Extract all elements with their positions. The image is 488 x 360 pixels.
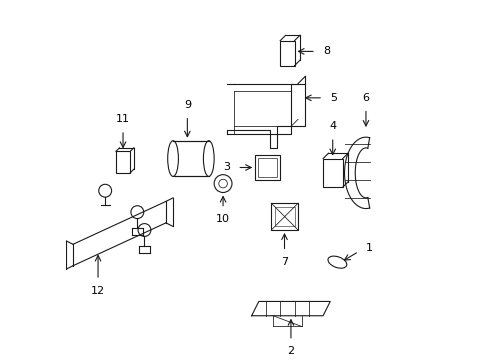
Ellipse shape <box>327 256 346 268</box>
Text: 2: 2 <box>287 346 294 356</box>
Text: 4: 4 <box>328 121 336 131</box>
Bar <box>116 152 130 173</box>
Circle shape <box>218 179 227 188</box>
Circle shape <box>131 206 143 219</box>
Bar <box>280 41 294 66</box>
Text: 5: 5 <box>329 93 337 103</box>
Text: 3: 3 <box>223 162 230 172</box>
Text: 8: 8 <box>323 46 329 57</box>
Bar <box>258 158 277 177</box>
Bar <box>255 155 280 180</box>
Text: 10: 10 <box>216 214 229 224</box>
Bar <box>323 158 342 187</box>
Text: 7: 7 <box>281 257 287 267</box>
Circle shape <box>138 224 151 237</box>
Text: 9: 9 <box>183 100 190 110</box>
Bar <box>271 203 298 230</box>
Bar <box>274 207 294 226</box>
Text: 11: 11 <box>116 114 130 124</box>
Text: 12: 12 <box>91 286 105 296</box>
Text: 6: 6 <box>362 93 369 103</box>
Circle shape <box>99 184 111 197</box>
Circle shape <box>214 175 231 193</box>
Text: 1: 1 <box>366 243 372 253</box>
Ellipse shape <box>203 141 214 176</box>
Bar <box>173 141 208 176</box>
Ellipse shape <box>167 141 178 176</box>
